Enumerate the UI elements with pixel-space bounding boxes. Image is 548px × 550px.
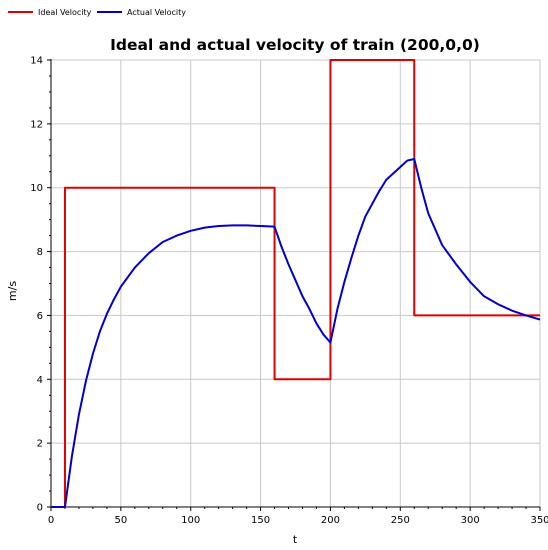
legend-item: Ideal Velocity [8,8,92,17]
x-tick-label: 200 [321,515,340,526]
chart-title: Ideal and actual velocity of train (200,… [110,36,480,54]
y-tick-label: 4 [37,375,43,386]
x-tick-label: 150 [251,515,270,526]
series-line [51,159,540,507]
series [51,60,540,507]
y-tick-label: 10 [30,183,43,194]
y-tick-label: 14 [30,56,43,67]
legend: Ideal Velocity Actual Velocity [8,8,186,17]
x-tick-label: 250 [391,515,410,526]
y-tick-label: 8 [37,247,43,258]
x-tick-label: 100 [181,515,200,526]
legend-label: Actual Velocity [127,8,186,17]
y-tick-label: 0 [37,503,43,514]
legend-label: Ideal Velocity [38,8,92,17]
y-tick-label: 6 [37,311,43,322]
x-tick-label: 50 [114,515,127,526]
x-tick-label: 300 [461,515,480,526]
y-tick-label: 12 [30,119,43,130]
y-axis-label: m/s [6,281,19,301]
y-tick-label: 2 [37,439,43,450]
series-1 [51,159,540,507]
x-tick-label: 350 [530,515,548,526]
legend-item: Actual Velocity [97,8,186,17]
x-axis-label: t [293,533,298,546]
x-tick-label: 0 [48,515,54,526]
